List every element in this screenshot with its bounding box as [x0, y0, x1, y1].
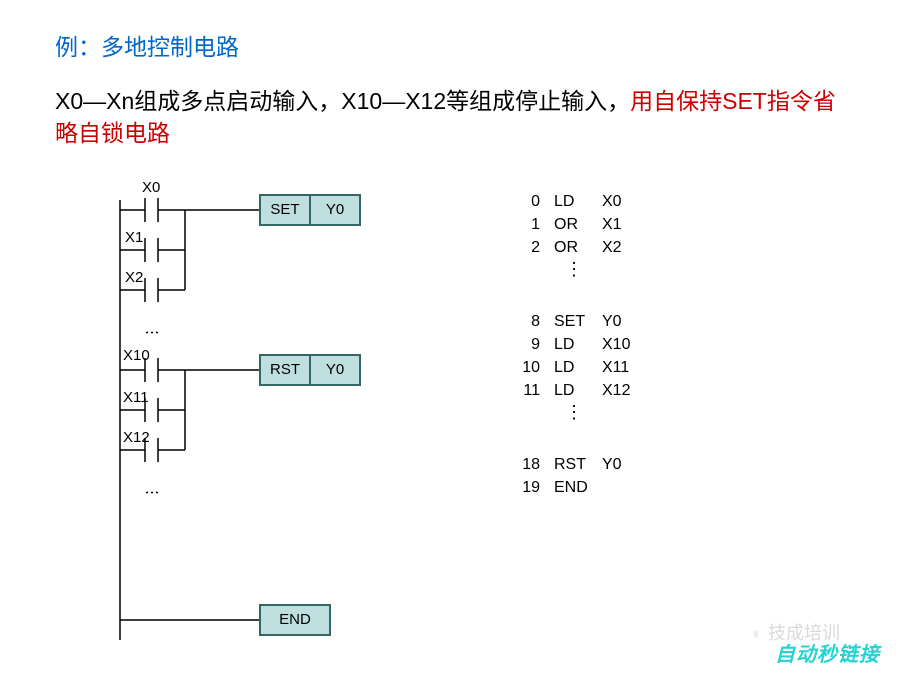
ladder-diagram: X0 SET Y0 X1 X2 ⋮ X10 RST Y0 X11 X12 ⋮ E…	[110, 170, 400, 660]
code-row: 9LDX10	[500, 333, 650, 356]
contact-label: X10	[123, 347, 150, 364]
contact-label: X1	[125, 229, 143, 246]
code-line-num: 10	[500, 359, 554, 377]
code-arg: X12	[602, 382, 650, 400]
inst-arg: Y0	[326, 361, 344, 378]
contact-label: X12	[123, 429, 150, 446]
code-line-num: 0	[500, 193, 554, 211]
code-row: 10LDX11	[500, 356, 650, 379]
contact-label: X11	[123, 389, 149, 406]
code-dots: ⋮	[565, 402, 650, 423]
inst-op: SET	[270, 201, 299, 218]
code-line-num: 8	[500, 313, 554, 331]
code-line-num: 18	[500, 456, 554, 474]
code-row: 8SETY0	[500, 310, 650, 333]
code-line-num: 1	[500, 216, 554, 234]
inst-arg: Y0	[326, 201, 344, 218]
inst-op: RST	[270, 361, 300, 378]
desc-text-black: X0—Xn组成多点启动输入，X10—X12等组成停止输入，	[55, 88, 630, 114]
code-arg: X0	[602, 193, 650, 211]
code-arg: X1	[602, 216, 650, 234]
code-op: OR	[554, 216, 602, 234]
code-row: 18RSTY0	[500, 453, 650, 476]
vertical-dots: ⋮	[144, 485, 161, 496]
code-arg: X11	[602, 359, 650, 377]
code-line-num: 19	[500, 479, 554, 497]
code-arg: X10	[602, 336, 650, 354]
contact-label: X0	[142, 179, 160, 196]
code-op: END	[554, 479, 602, 497]
code-row: 0LDX0	[500, 190, 650, 213]
code-op: LD	[554, 336, 602, 354]
code-op: LD	[554, 382, 602, 400]
example-title: 例：多地控制电路	[55, 28, 239, 62]
code-line-num: 2	[500, 239, 554, 257]
code-op: SET	[554, 313, 602, 331]
code-op: LD	[554, 359, 602, 377]
code-dots: ⋮	[565, 259, 650, 280]
instruction-list: 0LDX01ORX12ORX2 ⋮ 8SETY09LDX1010LDX1111L…	[500, 190, 650, 499]
code-row: 2ORX2	[500, 236, 650, 259]
code-row: 1ORX1	[500, 213, 650, 236]
inst-op: END	[279, 611, 311, 628]
code-arg: X2	[602, 239, 650, 257]
code-arg: Y0	[602, 456, 650, 474]
code-op: LD	[554, 193, 602, 211]
description: X0—Xn组成多点启动输入，X10—X12等组成停止输入，用自保持SET指令省略…	[55, 85, 855, 149]
contact-label: X2	[125, 269, 143, 286]
watermark: 自动秒链接	[775, 638, 880, 667]
vertical-dots: ⋮	[144, 325, 161, 336]
code-row: 11LDX12	[500, 379, 650, 402]
code-line-num: 11	[500, 382, 554, 400]
code-line-num: 9	[500, 336, 554, 354]
code-op: RST	[554, 456, 602, 474]
code-row: 19END	[500, 476, 650, 499]
code-arg: Y0	[602, 313, 650, 331]
code-op: OR	[554, 239, 602, 257]
